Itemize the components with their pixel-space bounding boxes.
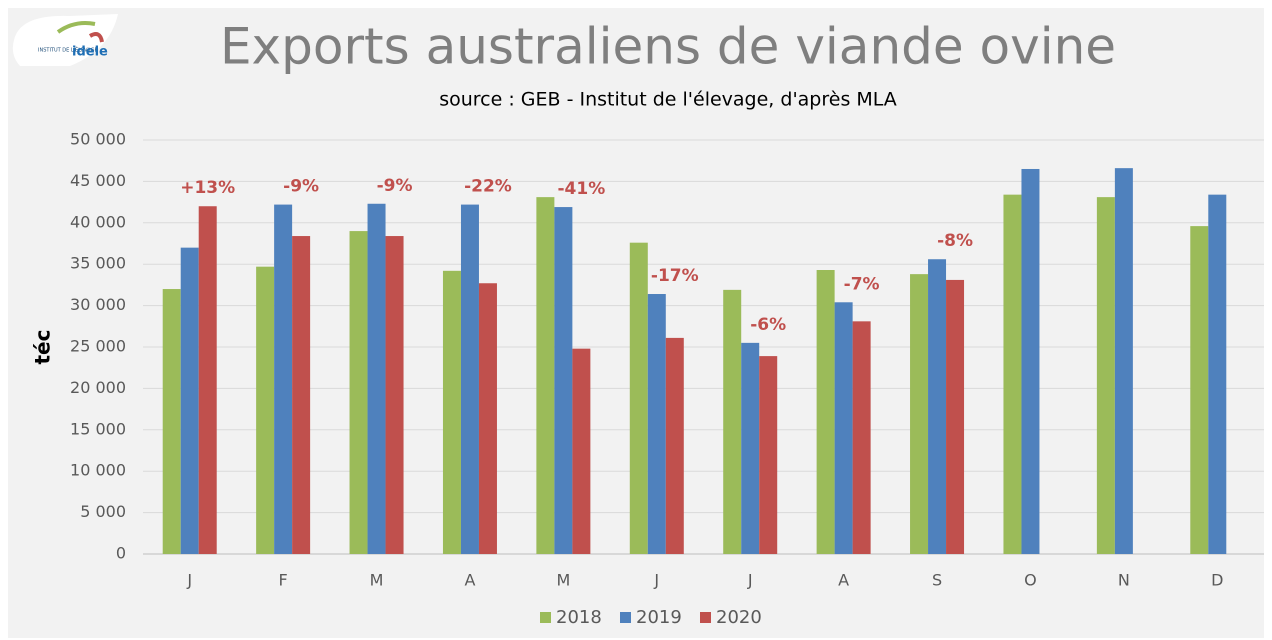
y-tick-label: 10 000	[70, 461, 126, 480]
legend-swatch	[700, 612, 711, 623]
y-tick-label: 15 000	[70, 419, 126, 438]
bar	[554, 207, 573, 554]
x-tick-label: A	[464, 571, 475, 590]
bar	[816, 269, 835, 554]
bar	[180, 247, 199, 554]
chart-subtitle: source : GEB - Institut de l'élevage, d'…	[439, 89, 897, 111]
bar	[852, 321, 871, 554]
bar	[910, 274, 929, 554]
bar	[256, 266, 275, 554]
bar	[647, 294, 666, 554]
bar	[385, 236, 404, 554]
x-tick-label: N	[1118, 571, 1130, 590]
y-tick-label: 25 000	[70, 337, 126, 356]
annotation: -22%	[464, 177, 512, 197]
legend-label: 2019	[636, 607, 682, 628]
bar	[1003, 194, 1022, 554]
bar	[536, 197, 555, 554]
chart-title: Exports australiens de viande ovine	[220, 18, 1116, 76]
y-tick-label: 50 000	[70, 130, 126, 149]
bar	[629, 242, 648, 554]
bar	[274, 204, 293, 555]
x-tick-label: F	[279, 571, 288, 590]
x-tick-label: M	[556, 571, 570, 590]
bar	[834, 302, 853, 554]
bar	[198, 206, 217, 555]
x-tick-label: S	[932, 571, 942, 590]
annotation: -7%	[844, 274, 880, 294]
legend-swatch	[540, 612, 551, 623]
annotation: -17%	[651, 266, 699, 286]
x-tick-label: A	[838, 571, 849, 590]
x-tick-label: M	[370, 571, 384, 590]
y-tick-label: 40 000	[70, 212, 126, 231]
bar	[928, 259, 947, 554]
bar	[759, 356, 778, 554]
logo-shape	[12, 14, 119, 66]
annotation: -41%	[558, 179, 606, 199]
bar	[1096, 197, 1115, 554]
bar	[349, 231, 368, 554]
bar	[741, 342, 760, 554]
x-tick-label: J	[747, 571, 753, 590]
bar	[665, 337, 684, 554]
bar	[1190, 226, 1209, 554]
bar	[572, 348, 591, 554]
bar	[1208, 194, 1227, 554]
y-tick-label: 0	[116, 544, 126, 563]
bar	[162, 289, 181, 554]
bar	[367, 203, 386, 555]
annotation: -6%	[750, 315, 786, 335]
logo-swoosh	[56, 21, 96, 34]
bar	[292, 236, 311, 554]
x-tick-label: D	[1211, 571, 1223, 590]
logo-text: INSTITUT DE L'ÉLEVAGE	[38, 46, 98, 54]
legend-label: 2020	[716, 607, 762, 628]
bar	[723, 289, 742, 554]
bar	[1021, 168, 1040, 555]
x-tick-label: O	[1024, 571, 1037, 590]
logo-swoosh	[88, 32, 104, 43]
y-tick-label: 5 000	[80, 502, 126, 521]
y-axis-label: téc	[31, 330, 55, 365]
y-tick-label: 30 000	[70, 295, 126, 314]
bar	[946, 279, 965, 554]
y-tick-label: 35 000	[70, 254, 126, 273]
logo-text: idele	[72, 45, 108, 60]
y-tick-label: 20 000	[70, 378, 126, 397]
bar	[1114, 168, 1133, 555]
bar	[478, 283, 497, 554]
annotation: +13%	[180, 178, 235, 198]
annotation: -8%	[937, 231, 973, 251]
bar	[442, 270, 461, 554]
legend-swatch	[620, 612, 631, 623]
y-tick-label: 45 000	[70, 171, 126, 190]
annotation: -9%	[377, 176, 413, 196]
annotation: -9%	[283, 177, 319, 197]
legend-label: 2018	[556, 607, 602, 628]
bar	[460, 204, 479, 555]
x-tick-label: J	[186, 571, 192, 590]
x-tick-label: J	[653, 571, 659, 590]
